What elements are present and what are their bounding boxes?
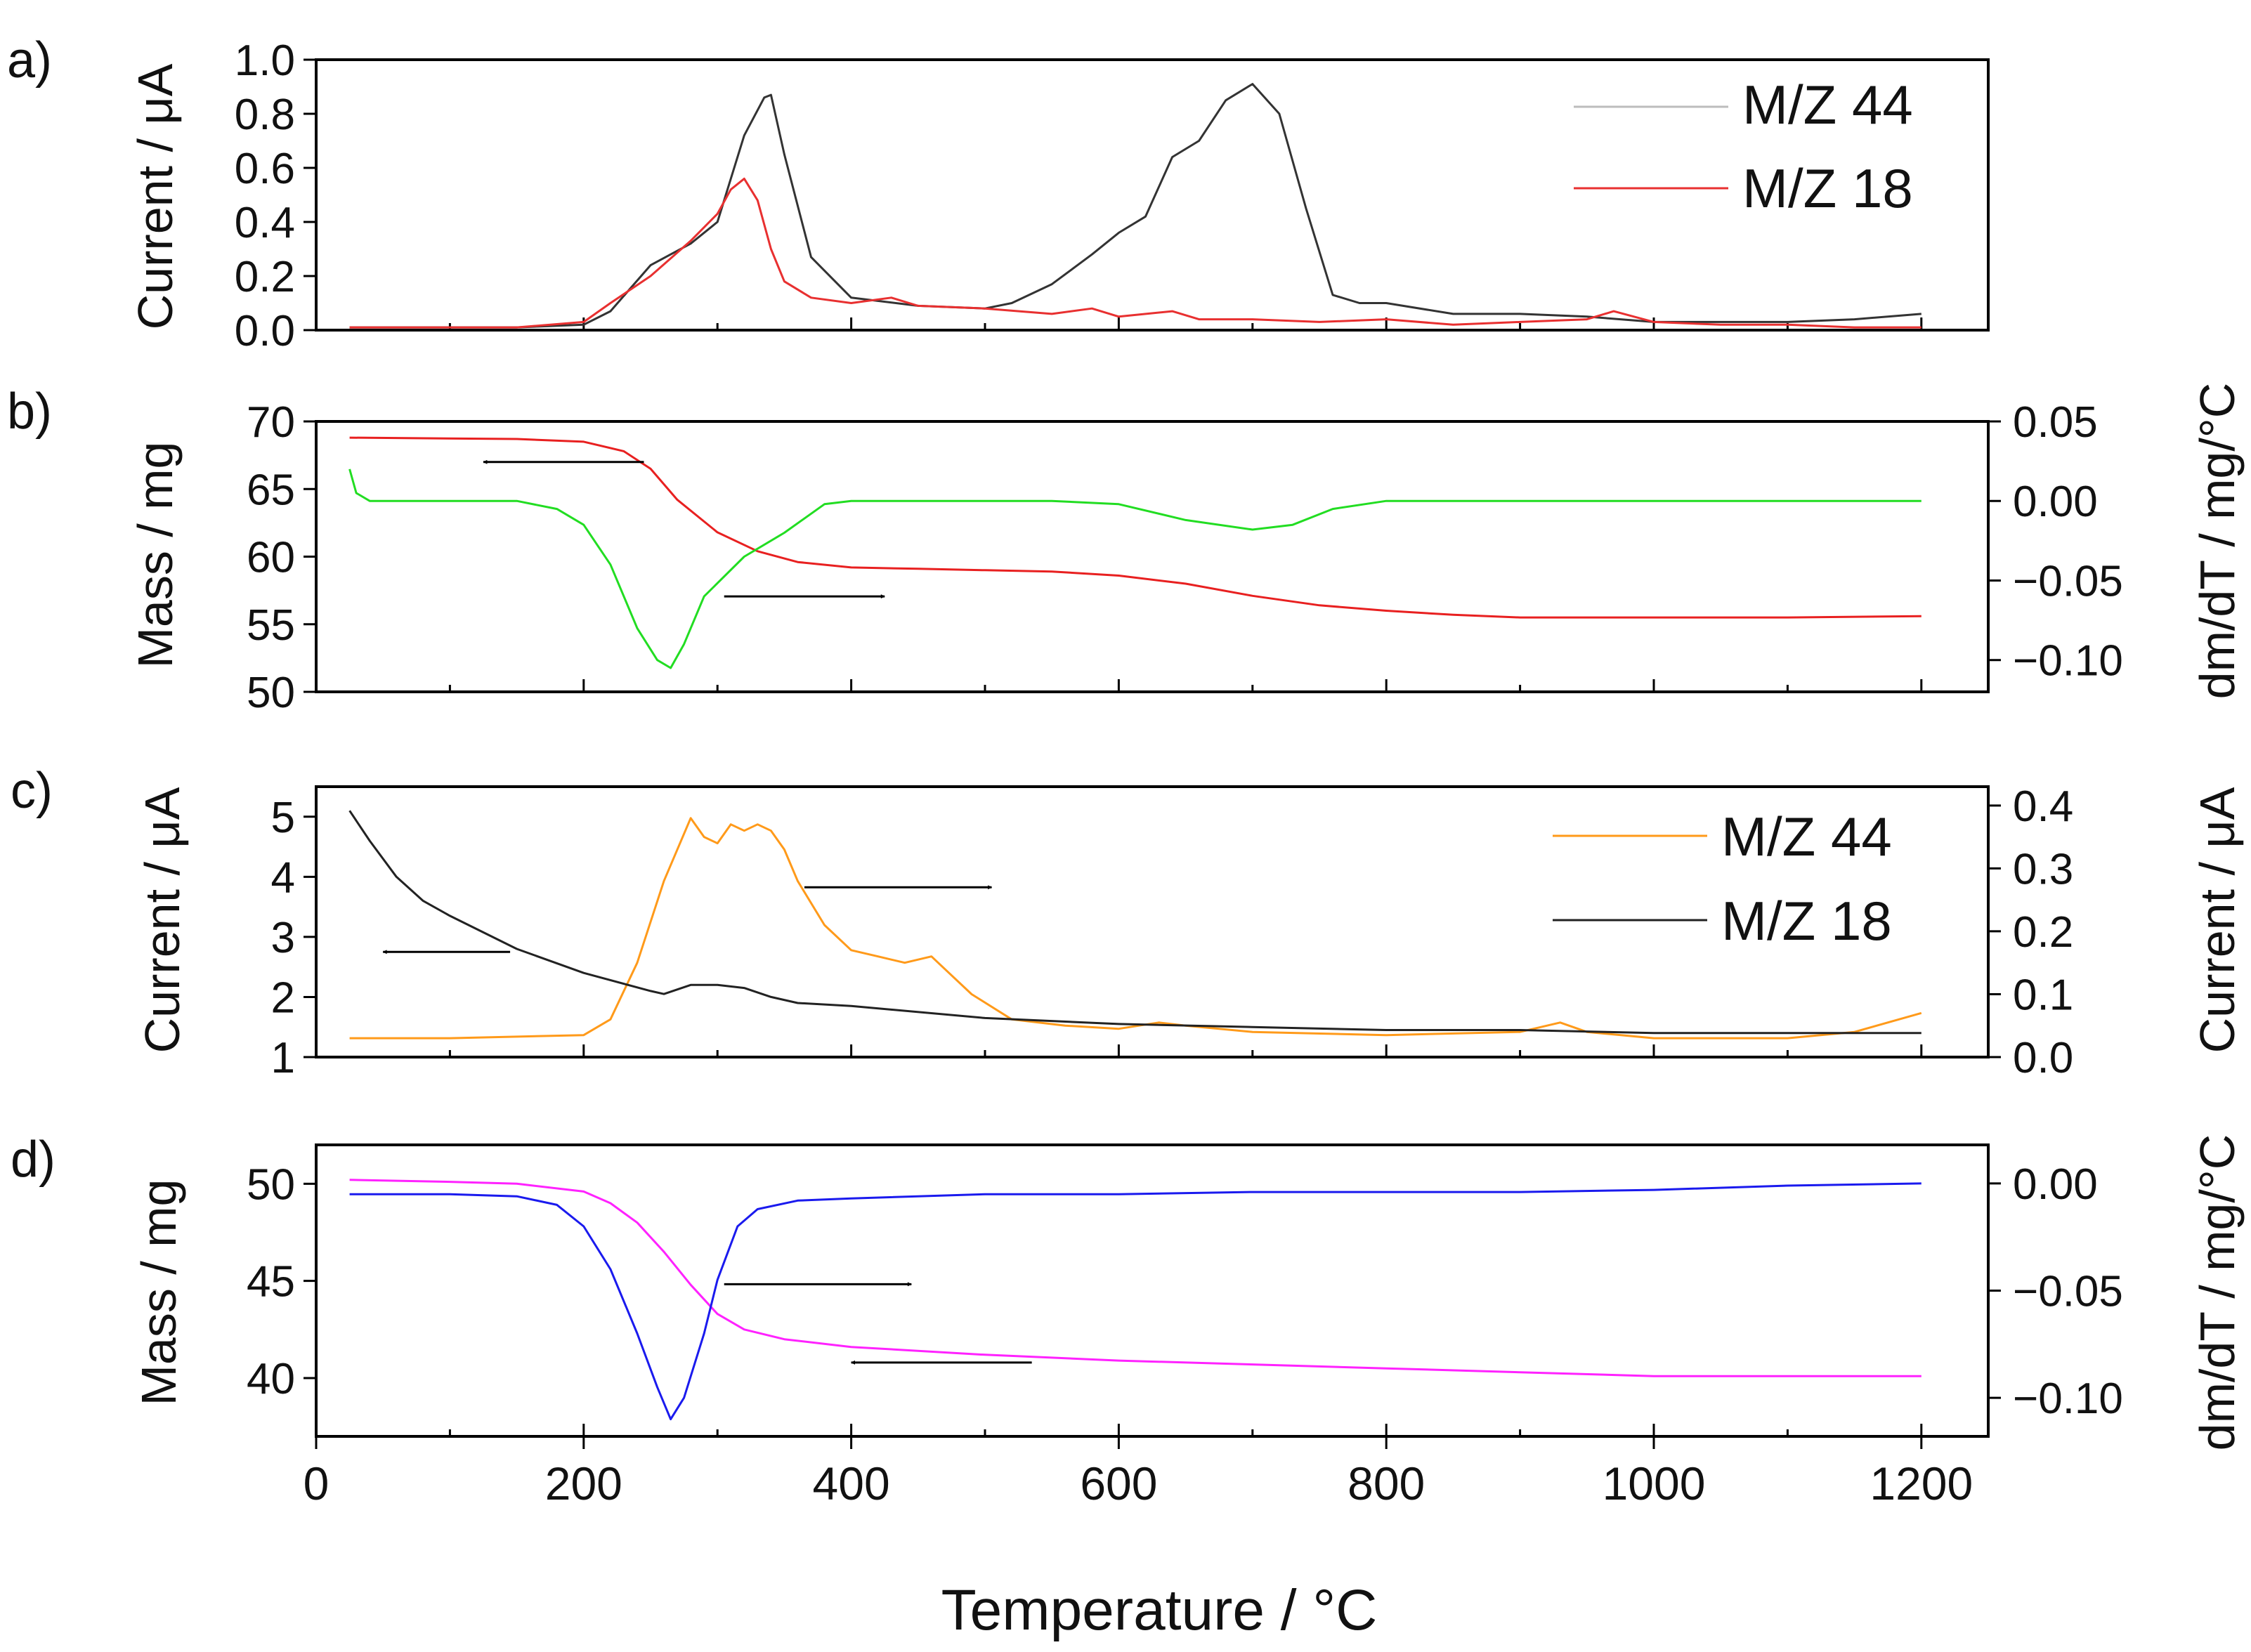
panel-c-label: c)	[11, 763, 53, 819]
x-tick-label: 1200	[1870, 1457, 1973, 1509]
y2-tick-label: 0.1	[2013, 971, 2073, 1019]
panel-d-label: d)	[11, 1132, 56, 1188]
x-tick-label: 600	[1080, 1457, 1157, 1509]
panel-d-ylabel: Mass / mg	[131, 1179, 186, 1406]
y-tick-label: 2	[271, 973, 295, 1022]
legend-label-mz18: M/Z 18	[1721, 890, 1892, 952]
panel-b: b) 50 55 60 65 70 0.05 0.00 −0.05 −0.10 Mass / m…	[7, 383, 2245, 717]
y-tick-label: 55	[247, 601, 295, 650]
series-line-m-z-18	[348, 810, 1921, 1035]
y2-tick-label: 0.4	[2013, 782, 2073, 831]
panel-c-ylabel: Current / μA	[135, 787, 190, 1053]
series-line-mass	[349, 1179, 1921, 1377]
series-line-m-z-18	[349, 177, 1921, 329]
panel-d: d) 0 200 400 600 800 1000 1200 40 45 50 0.00 −0.05 −…	[11, 1132, 2245, 1642]
y-tick-label: 3	[271, 914, 295, 962]
x-tick-label: 0	[304, 1457, 330, 1509]
y-tick-label: 0.6	[235, 145, 295, 193]
y-tick-label: 0.8	[235, 91, 295, 139]
y2-tick-label: −0.10	[2013, 637, 2123, 686]
plot-frame	[315, 785, 1990, 1058]
y2-tick-label: −0.10	[2013, 1375, 2123, 1423]
y2-tick-label: 0.00	[2013, 1160, 2098, 1209]
panel-b-label: b)	[7, 383, 52, 440]
y2-tick-label: −0.05	[2013, 1268, 2123, 1316]
legend-label-mz44: M/Z 44	[1742, 74, 1913, 136]
x-axis-label: Temperature / °C	[941, 1578, 1378, 1642]
y2-tick-label: 0.05	[2013, 398, 2098, 447]
y-tick-label: 50	[247, 1160, 295, 1209]
panel-c-legend: M/Z 44 M/Z 18	[1553, 806, 1892, 952]
series-line-dm-dt	[348, 468, 1921, 669]
y2-tick-label: 0.2	[2013, 908, 2073, 957]
y2-tick-label: −0.05	[2013, 557, 2123, 605]
panel-c-y2label: Current / μA	[2190, 787, 2245, 1053]
x-tick-label: 1000	[1603, 1457, 1706, 1509]
legend-label-mz44: M/Z 44	[1721, 806, 1892, 867]
x-tick-label: 200	[545, 1457, 622, 1509]
series-line-m-z-44	[349, 817, 1922, 1040]
plot-frame	[315, 58, 1990, 332]
panel-c-plot: 1 2 3 4 5 0.0 0.1 0.2 0.3 0.4	[271, 782, 2074, 1082]
panel-d-y2label: dm/dT / mg/°C	[2190, 1134, 2245, 1451]
y-tick-label: 40	[247, 1355, 295, 1403]
y-tick-label: 4	[271, 853, 295, 902]
panel-d-plot: 0 200 400 600 800 1000 1200 40 45 50 0.00 −0.05 −0.1…	[247, 1143, 2123, 1509]
x-tick-label: 800	[1348, 1457, 1425, 1509]
series-line-dm-dt	[349, 1182, 1921, 1421]
panel-c: c) 1 2 3 4 5 0.0 0.1 0.2 0.3 0.4 Current / μA Cur…	[11, 763, 2245, 1082]
series-line-m-z-44	[349, 83, 1921, 329]
y-tick-label: 60	[247, 534, 295, 582]
panel-b-y2label: dm/dT / mg/°C	[2190, 383, 2245, 700]
y-tick-label: 0.4	[235, 199, 295, 247]
y-tick-label: 45	[247, 1258, 295, 1306]
y-tick-label: 0.2	[235, 253, 295, 301]
x-tick-label: 400	[813, 1457, 890, 1509]
y2-tick-label: 0.0	[2013, 1034, 2073, 1082]
y-tick-label: 0.0	[235, 307, 295, 355]
panel-a: a) 0.0 0.2 0.4 0.6 0.8 1.0 Current / μA M/Z 4…	[7, 32, 1990, 355]
panel-a-label: a)	[7, 32, 52, 88]
panel-a-plot: 0.0 0.2 0.4 0.6 0.8 1.0	[235, 37, 1990, 355]
y-tick-label: 50	[247, 669, 295, 717]
y2-tick-label: 0.3	[2013, 845, 2073, 893]
y-tick-label: 1	[271, 1034, 295, 1082]
panel-b-plot: 50 55 60 65 70 0.05 0.00 −0.05 −0.10	[247, 398, 2123, 717]
panel-b-ylabel: Mass / mg	[128, 442, 183, 669]
panel-a-legend: M/Z 44 M/Z 18	[1574, 74, 1913, 219]
panel-a-ylabel: Current / μA	[128, 63, 183, 329]
y2-tick-label: 0.00	[2013, 478, 2098, 526]
legend-label-mz18: M/Z 18	[1742, 157, 1913, 219]
y-tick-label: 70	[247, 398, 295, 447]
y-tick-label: 1.0	[235, 37, 295, 85]
y-tick-label: 65	[247, 466, 295, 514]
y-tick-label: 5	[271, 794, 295, 842]
